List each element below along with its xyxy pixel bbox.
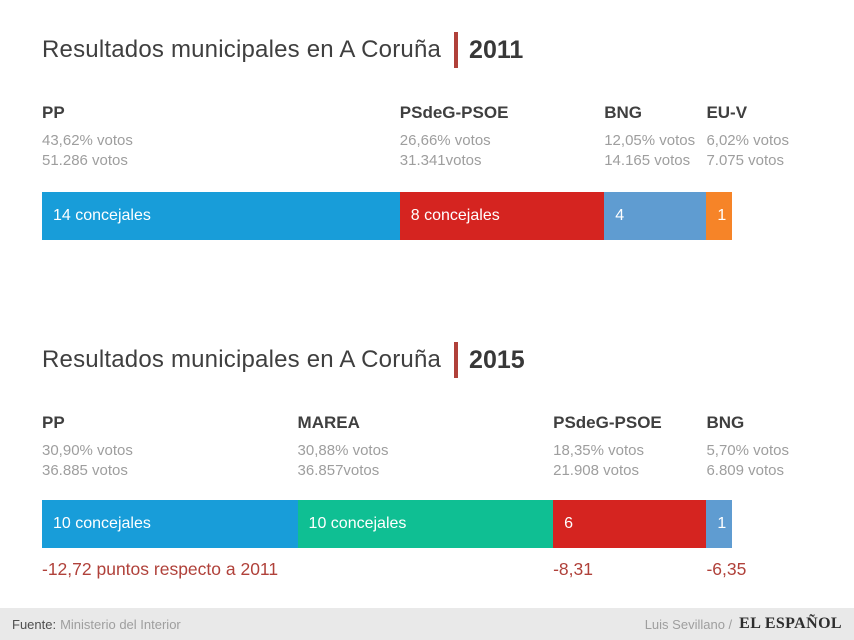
bar-segment-label: 8 concejales	[410, 207, 500, 224]
party-votes: 36.857votos	[297, 461, 380, 479]
bar-segment-label: 14 concejales	[53, 207, 151, 224]
bar-segment-pp: 14 concejales	[42, 192, 400, 240]
delta-annotations: -12,72 puntos respecto a 2011 -8,31 -6,3…	[42, 559, 746, 585]
party-name: BNG	[604, 103, 642, 122]
source-text: Fuente: Ministerio del Interior	[12, 617, 181, 632]
bar-segment-pp: 10 concejales	[42, 500, 298, 548]
section-title-2011: Resultados municipales en A Coruña 2011	[42, 30, 732, 70]
title-text: Resultados municipales en A Coruña	[42, 36, 442, 63]
title-text: Resultados municipales en A Coruña	[42, 346, 442, 373]
source-label: Fuente:	[12, 616, 57, 632]
party-votes: 6.809 votos	[706, 461, 784, 479]
party-name: MAREA	[297, 413, 360, 432]
bar-segment-label: 1	[717, 515, 727, 532]
bar-segment-bng: 1	[706, 500, 732, 548]
bar-segment-psoe: 8 concejales	[399, 192, 605, 240]
delta-annotation-pp: -12,72 puntos respecto a 2011	[42, 559, 279, 579]
bar-segment-label: 4	[615, 207, 625, 224]
party-column-bng: BNG 12,05% votos 14.165 votos	[604, 103, 695, 170]
party-name: PSdeG-PSOE	[553, 413, 662, 432]
party-pct: 5,70% votos	[706, 442, 789, 459]
party-name: PP	[42, 103, 65, 122]
party-column-pp: PP 43,62% votos 51.286 votos	[42, 103, 133, 170]
party-pct: 30,88% votos	[297, 442, 389, 459]
seats-bar-2015: 10 concejales 10 concejales 6 1	[42, 500, 732, 548]
party-headers-2015: PP 30,90% votos 36.885 votos MAREA 30,88…	[42, 413, 789, 493]
party-headers-2011: PP 43,62% votos 51.286 votos PSdeG-PSOE …	[42, 103, 789, 183]
party-votes: 14.165 votos	[604, 151, 691, 169]
party-votes: 7.075 votos	[706, 151, 784, 169]
party-votes: 51.286 votos	[42, 151, 128, 169]
bar-segment-label: 1	[717, 207, 727, 224]
party-votes: 31.341votos	[399, 151, 482, 169]
party-name: EU-V	[706, 103, 748, 122]
party-pct: 12,05% votos	[604, 132, 696, 149]
party-name: PSdeG-PSOE	[399, 103, 509, 122]
title-divider	[454, 32, 459, 68]
section-2015: Resultados municipales en A Coruña 2015 …	[42, 340, 789, 579]
credit: Luis Sevillano / EL ESPAÑOL	[645, 615, 842, 633]
section-2011: Resultados municipales en A Coruña 2011 …	[42, 30, 789, 240]
bar-segment-marea: 10 concejales	[297, 500, 554, 548]
title-year: 2011	[469, 35, 524, 64]
bar-segment-label: 10 concejales	[53, 515, 151, 532]
party-name: BNG	[706, 413, 745, 432]
bar-segment-bng: 4	[604, 192, 707, 240]
party-column-psoe: PSdeG-PSOE 18,35% votos 21.908 votos	[553, 413, 662, 480]
source-value: Ministerio del Interior	[60, 616, 181, 632]
party-pct: 26,66% votos	[399, 132, 491, 149]
section-title-2015: Resultados municipales en A Coruña 2015	[42, 340, 732, 380]
party-votes: 21.908 votos	[553, 461, 640, 479]
brand-logo: EL ESPAÑOL	[739, 615, 842, 632]
bar-segment-label: 10 concejales	[308, 515, 407, 532]
party-column-psoe: PSdeG-PSOE 26,66% votos 31.341votos	[400, 103, 509, 170]
party-pct: 6,02% votos	[706, 132, 789, 149]
party-votes: 36.885 votos	[42, 461, 128, 479]
party-pct: 43,62% votos	[42, 132, 133, 149]
bar-segment-label: 6	[564, 515, 573, 532]
party-column-euv: EU-V 6,02% votos 7.075 votos	[706, 103, 789, 170]
party-column-bng: BNG 5,70% votos 6.809 votos	[706, 413, 789, 480]
party-column-pp: PP 30,90% votos 36.885 votos	[42, 413, 133, 480]
bar-segment-psoe: 6	[553, 500, 707, 548]
delta-annotation-psoe: -8,31	[553, 559, 593, 579]
party-pct: 30,90% votos	[42, 442, 133, 459]
bar-segment-euv: 1	[706, 192, 732, 240]
party-column-marea: MAREA 30,88% votos 36.857votos	[298, 413, 389, 480]
seats-bar-2011: 14 concejales 8 concejales 4 1	[42, 192, 732, 240]
credit-author: Luis Sevillano /	[644, 616, 733, 632]
title-year: 2015	[469, 345, 525, 374]
party-name: PP	[42, 413, 65, 432]
footer: Fuente: Ministerio del Interior Luis Sevi…	[0, 608, 854, 640]
party-pct: 18,35% votos	[553, 442, 645, 459]
title-divider	[454, 342, 459, 378]
delta-annotation-bng: -6,35	[706, 559, 747, 579]
